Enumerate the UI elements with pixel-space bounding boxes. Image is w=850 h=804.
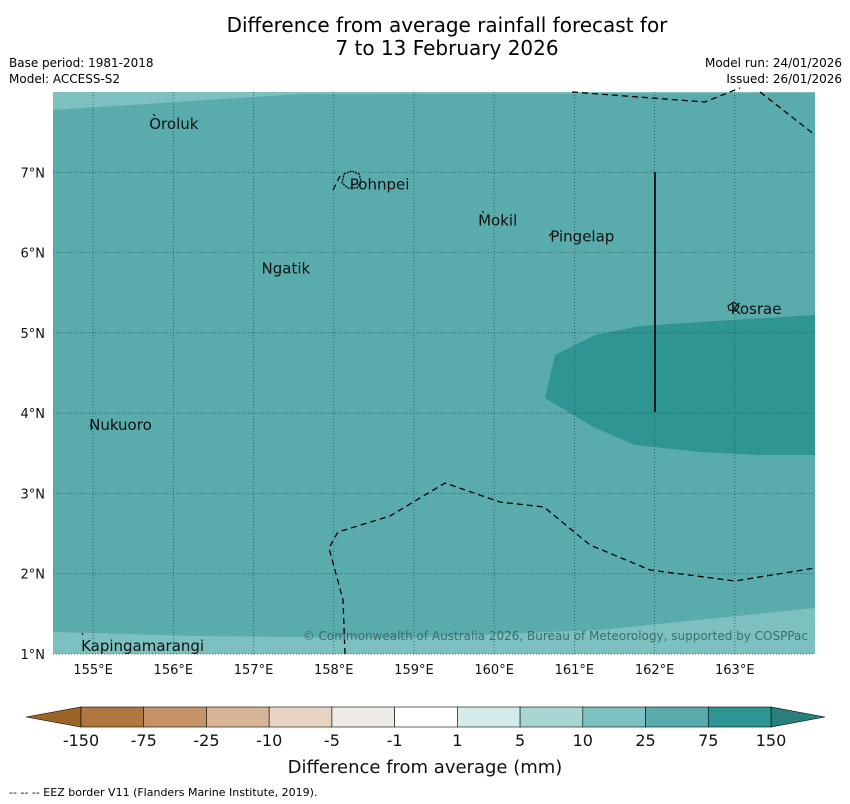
- pohnpei-island-outline: [341, 170, 362, 189]
- upper-light-anomaly-band: [53, 92, 815, 110]
- colorbar-segment: [206, 706, 270, 728]
- longitude-tick-label: 158°E: [314, 663, 354, 678]
- longitude-ticks: 155°E 156°E 157°E 158°E 159°E 160°E 161°E 162°E…: [73, 663, 754, 678]
- colorbar-labels: -150 -75 -25 -10 -5 -1 1 5 10 25 75 150: [63, 731, 786, 750]
- colorbar-segment: [645, 706, 709, 728]
- colorbar-segment: [519, 706, 584, 728]
- colorbar-segment: [707, 706, 772, 728]
- colorbar-tick-label: 25: [635, 731, 655, 750]
- title-line-1: Difference from average rainfall forecas…: [226, 13, 668, 37]
- latitude-tick-label: 3°N: [21, 487, 46, 502]
- model-run: Model run: 24/01/2026: [704, 56, 842, 70]
- colorbar-tick-label: 150: [756, 731, 787, 750]
- colorbar-tick-label: -5: [324, 731, 340, 750]
- kapingamarangi-mark: [81, 632, 84, 636]
- place-labels: Oroluk Pohnpei Mokil Pingelap Ngatik Kosrae Nu…: [81, 115, 781, 655]
- place-label-pohnpei: Pohnpei: [350, 175, 410, 193]
- oroluk-mark: [152, 113, 156, 117]
- eez-border-north: [571, 87, 816, 136]
- colorbar-tick-label: 75: [698, 731, 718, 750]
- pingelap-mark: [548, 232, 553, 237]
- longitude-tick-label: 160°E: [474, 663, 514, 678]
- atoll-marks: [81, 113, 553, 636]
- colorbar-tick-label: 10: [573, 731, 593, 750]
- latitude-tick-label: 4°N: [21, 407, 46, 422]
- colorbar-segment: [331, 706, 395, 728]
- place-label-mokil: Mokil: [478, 211, 517, 229]
- forecast-map: Oroluk Pohnpei Mokil Pingelap Ngatik Kosrae Nu…: [21, 87, 826, 778]
- ngatik-mark: [264, 265, 268, 269]
- colorbar: -150 -75 -25 -10 -5 -1 1 5 10 25 75 150 Difference …: [25, 706, 826, 778]
- latitude-tick-label: 7°N: [21, 166, 46, 181]
- colorbar-tick-label: 1: [452, 731, 462, 750]
- map-title: Difference from average rainfall forecas…: [0, 14, 850, 60]
- map-fields: [53, 92, 815, 654]
- colorbar-segment: [268, 706, 333, 728]
- meta-right: Model run: 24/01/2026 Issued: 26/01/2026: [705, 55, 842, 87]
- latitude-tick-label: 2°N: [21, 568, 46, 583]
- meta-left: Base period: 1981-2018 Model: ACCESS-S2: [9, 55, 154, 87]
- colorbar-title: Difference from average (mm): [288, 757, 563, 778]
- longitude-tick-label: 156°E: [154, 663, 194, 678]
- mokil-mark: [481, 210, 485, 214]
- place-label-nukuoro: Nukuoro: [89, 416, 152, 434]
- colorbar-segment: [80, 706, 145, 728]
- colorbar-tick-label: 5: [515, 731, 525, 750]
- longitude-tick-label: 161°E: [555, 663, 595, 678]
- colorbar-tick-label: -1: [387, 731, 403, 750]
- longitude-tick-label: 162°E: [635, 663, 675, 678]
- longitude-tick-label: 155°E: [73, 663, 113, 678]
- latitude-ticks: 1°N 2°N 3°N 4°N 5°N 6°N 7°N: [21, 166, 46, 663]
- colorbar-tick-label: -25: [193, 731, 219, 750]
- latitude-tick-label: 6°N: [21, 247, 46, 262]
- wet-anomaly-area: [545, 315, 815, 455]
- graticule: [53, 92, 815, 655]
- longitude-tick-label: 159°E: [394, 663, 434, 678]
- base-period: Base period: 1981-2018: [9, 56, 154, 70]
- copyright-text: © Commonwealth of Australia 2026, Bureau…: [303, 629, 808, 643]
- colorbar-tick-label: -10: [256, 731, 282, 750]
- colorbar-tick-label: -75: [131, 731, 157, 750]
- issued-date: Issued: 26/01/2026: [726, 72, 842, 86]
- place-label-kapingamarangi: Kapingamarangi: [81, 637, 204, 655]
- latitude-tick-label: 5°N: [21, 327, 46, 342]
- colorbar-segment: [457, 706, 521, 728]
- colorbar-right-arrow: [770, 706, 826, 728]
- longitude-tick-label: 163°E: [715, 663, 755, 678]
- place-label-ngatik: Ngatik: [262, 260, 311, 278]
- eez-borders: [328, 87, 816, 655]
- place-label-pingelap: Pingelap: [550, 228, 614, 246]
- title-line-2: 7 to 13 February 2026: [335, 36, 559, 60]
- place-label-kosrae: Kosrae: [731, 300, 782, 318]
- colorbar-left-arrow: [25, 706, 82, 728]
- lower-light-anomaly-band: [53, 608, 815, 654]
- eez-border-pohnpei: [332, 175, 341, 191]
- colorbar-segments: [80, 706, 772, 728]
- colorbar-segment: [582, 706, 646, 728]
- colorbar-segment: [394, 706, 458, 728]
- eez-border-south: [328, 482, 816, 655]
- latitude-tick-label: 1°N: [21, 648, 46, 663]
- eez-footer-note: -- -- -- EEZ border V11 (Flanders Marine…: [9, 786, 318, 799]
- place-label-oroluk: Oroluk: [149, 115, 198, 133]
- colorbar-segment: [143, 706, 207, 728]
- kosrae-island-outline: [727, 301, 740, 312]
- model-name: Model: ACCESS-S2: [9, 72, 121, 86]
- colorbar-tick-label: -150: [63, 731, 99, 750]
- longitude-tick-label: 157°E: [234, 663, 274, 678]
- nukuoro-mark: [89, 424, 94, 429]
